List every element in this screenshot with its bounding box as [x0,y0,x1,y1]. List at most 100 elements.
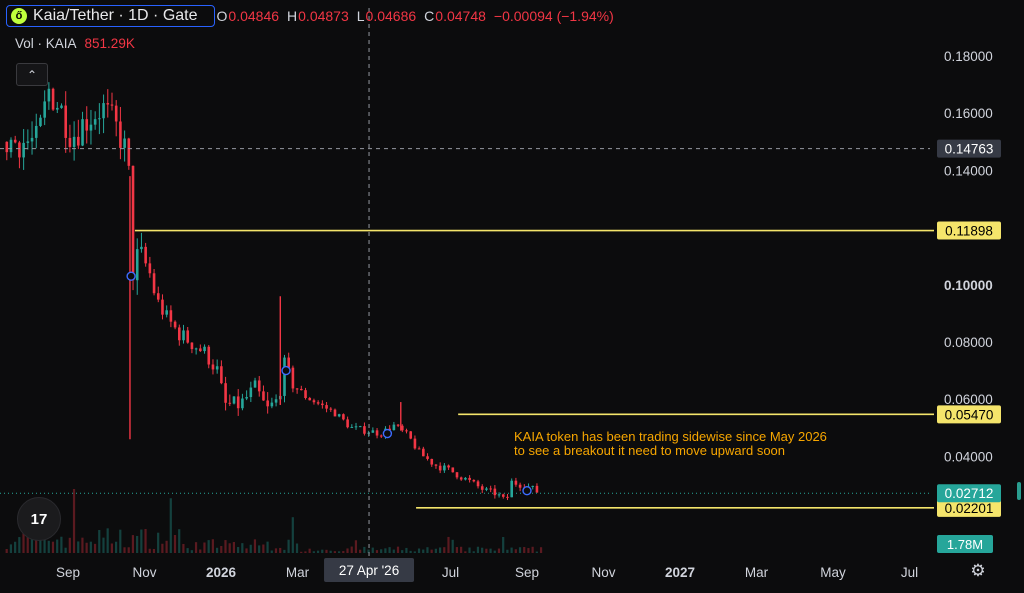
volume-bar [165,540,168,553]
candle-body [232,396,236,404]
candle-body [329,408,333,410]
volume-bar [77,541,80,553]
candle-body [417,448,421,450]
candle-body [287,357,291,368]
candle-body [443,465,446,471]
volume-bar [363,546,366,553]
volume-bar [405,547,408,553]
candle-body [144,246,147,264]
candle-body [413,438,417,449]
candle-body [26,141,30,143]
volume-bar [258,545,261,553]
volume-bar [127,547,130,553]
volume-bar [270,550,273,553]
volume-bar [144,529,147,553]
candle-body [396,424,400,426]
open-value: 0.04846 [228,8,280,24]
candle-body [178,327,181,341]
volume-bar [451,539,454,553]
volume-bar [106,528,109,553]
tradingview-logo-icon[interactable]: 17 [17,497,61,541]
candle-body [304,390,307,398]
volume-bar [119,529,122,553]
volume-bar [333,551,336,553]
volume-bar [262,544,265,553]
volume-label: Vol · KAIA [15,36,77,51]
volume-bar [14,541,17,553]
volume-value: 851.29K [84,36,135,51]
volume-bar [367,549,370,553]
candle-body [451,467,455,473]
x-tick-label: Mar [286,565,310,580]
low-key: L [356,8,365,24]
candle-body [194,348,198,350]
volume-bar [232,542,236,553]
collapse-legend-button[interactable]: ⌃ [16,63,48,86]
chart-settings-icon[interactable]: ⚙ [970,561,986,580]
scale-handle[interactable] [1017,482,1021,500]
candle-body [354,426,358,428]
volume-bar [283,549,286,553]
candle-body [43,101,46,118]
volume-bar [157,532,160,553]
volume-bar [371,547,374,553]
volume-bar [308,548,311,553]
candle-body [186,330,190,343]
volume-bar [64,547,67,553]
volume-bar [388,547,391,553]
drawing-anchor [126,271,136,281]
candle-body [135,249,139,281]
x-tick-label: Sep [515,565,539,580]
candle-body [485,488,488,490]
candle-body [497,494,501,496]
candle-body [60,105,63,108]
candle-body [55,107,59,110]
candle-body [34,125,38,138]
volume-bar [396,546,400,553]
candle-body [98,118,101,120]
y-tick-label: 0.10000 [944,278,993,293]
volume-bar [434,548,437,553]
candle-body [127,138,131,166]
volume-bar [472,551,475,553]
candle-body [434,464,438,466]
candle-body [262,391,265,401]
volume-legend: Vol · KAIA 851.29K [15,36,135,51]
volume-bar [114,541,118,553]
candle-body [270,402,274,407]
y-tick-label: 0.06000 [944,392,993,407]
symbol-box[interactable]: ő Kaia/Tether · 1D · Gate [6,5,215,27]
candle-body [47,88,51,102]
volume-bar [182,543,185,553]
crosshair-date-badge-bg [324,558,415,582]
volume-bar [417,548,421,553]
level-price-badge-bg [937,221,1001,240]
volume-bar [253,539,257,553]
candle-body [468,477,471,480]
volume-bar [178,529,181,553]
x-tick-label: Nov [132,565,156,580]
volume-bar [203,542,206,553]
volume-bar [304,551,307,553]
volume-bar [194,542,198,553]
open-key: O [216,8,228,24]
volume-bar [68,537,71,553]
candle-body [102,103,105,119]
volume-bar [430,549,433,553]
volume-bar [98,530,101,553]
x-tick-label: May [820,565,846,580]
volume-bar [60,536,63,553]
volume-bar [321,549,324,553]
volume-bar [312,551,315,553]
volume-bar [291,517,294,553]
candle-body [156,293,160,300]
volume-bar [531,546,534,553]
candle-body [535,485,539,493]
candle-body [131,165,135,281]
candle-body [422,448,425,457]
volume-bar [426,547,429,553]
volume-bar [266,541,269,553]
volume-bar [287,539,290,553]
level-price-badge: 0.11898 [945,224,993,239]
